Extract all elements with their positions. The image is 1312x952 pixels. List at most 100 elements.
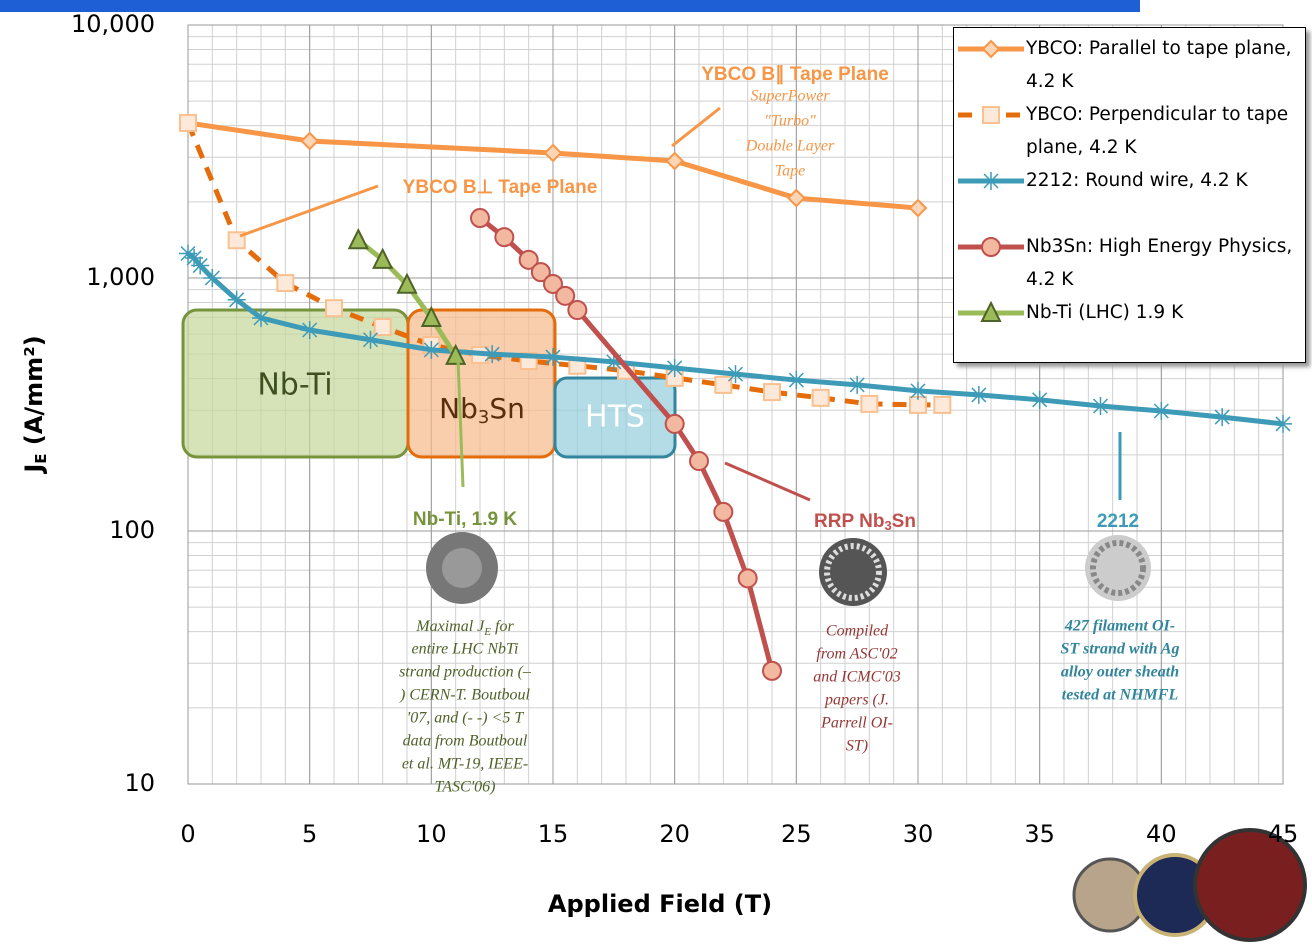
marker [483,345,502,364]
y-tick-label: 10 [124,769,155,797]
annotation-line: Maximal J [415,618,485,635]
marker [665,358,684,377]
marker [544,348,562,367]
legend-label: YBCO: Parallel to tape plane, 4.2 K [1026,38,1292,92]
x-tick-label: 25 [781,820,812,848]
legend-label: Nb-Ti (LHC) 1.9 K [1026,302,1184,323]
region-label-sub: 3 [478,407,489,428]
marker [909,381,927,400]
legend-label: YBCO: Perpendicular to tape plane, 4.2 K [1026,104,1289,158]
marker [981,237,1001,257]
annotation-sub: E [483,626,491,638]
marker [980,300,1002,322]
legend-entry: YBCO: Parallel to tape plane, 4.2 K [954,32,1301,98]
marker [726,365,745,384]
marker [530,262,551,283]
annotation: YBCO B⊥ Tape Plane [403,177,598,198]
marker [787,371,806,390]
notes: Maximal JE for entire LHC NbTi strand prod… [399,618,1179,796]
marker [969,385,988,404]
marker [1030,390,1049,409]
marker [713,501,734,522]
annotation: RRP Nb3Sn [814,511,916,533]
cable-icon [1090,540,1146,596]
x-axis-label: Applied Field (T) [548,890,772,918]
marker [981,39,1001,59]
annotation-line: et al. MT-19, IEEE- [402,756,528,773]
region-label: Sn [489,392,525,425]
arrows [239,106,1122,502]
marker [1274,414,1292,433]
annotation-line: Compiled [826,623,889,640]
marker [347,228,369,250]
y-axis-label: J [20,464,48,475]
annotation-line: ST) [846,738,868,755]
marker [179,244,197,263]
marker [762,660,782,681]
marker [604,352,623,371]
series-line [185,122,943,408]
x-tick-label: 5 [302,820,317,848]
marker [811,388,830,407]
legend-entry: 2212: Round wire, 4.2 K [954,164,1301,197]
marker [786,188,806,208]
marker [982,106,1000,124]
arrow [671,106,721,148]
marker [518,249,539,270]
marker [714,375,733,394]
x-tick-label: 10 [416,820,447,848]
marker [1152,402,1171,421]
annotation-line: Double Layer [745,138,835,155]
annotation-line: papers (J. [824,692,889,709]
marker [276,274,295,293]
logo [1193,828,1307,942]
marker [227,290,246,309]
legend-label: Nb3Sn: High Energy Physics, 4.2 K [1026,236,1293,290]
annotation-line: data from Boutboul [403,733,528,750]
marker [300,131,320,151]
marker [664,413,685,434]
marker [191,256,210,275]
annotation: 2212 [1097,511,1139,532]
marker [860,394,879,413]
legend-swatch [958,106,1024,124]
y-axis-label: JE (A/mm²) [20,335,50,474]
marker [203,269,222,287]
marker [361,330,380,349]
annotation-line: for [491,618,514,635]
x-tick-label: 35 [1024,820,1055,848]
arrow [724,461,811,502]
x-tick-label: 40 [1146,820,1177,848]
legend-swatch [958,39,1024,59]
annotation-line: "Turbo" [764,113,816,130]
legend-entry: Nb3Sn: High Energy Physics, 4.2 K [954,230,1301,296]
marker [422,340,441,359]
x-tick-label: 20 [659,820,690,848]
annotation: Sn [892,511,916,532]
annotation: YBCO B∥ Tape Plane [701,64,889,85]
arrow [456,359,465,488]
legend-entry: Nb-Ti (LHC) 1.9 K [954,296,1301,329]
marker [1091,396,1110,415]
marker [908,198,928,218]
annotation-line: Parrell OI- [820,715,893,732]
annotation-line: 427 filament OI- [1064,618,1175,635]
annotation-line: Tape [775,163,806,180]
annotation-line: entire LHC NbTi [412,641,519,658]
marker [982,172,1000,190]
annotation-sub: 3 [884,518,891,533]
arrow [239,184,379,238]
marker [494,227,515,248]
marker [933,395,952,414]
annotation-line: ST strand with Ag [1060,641,1179,658]
annotation: Nb-Ti, 1.9 K [413,509,517,530]
marker [420,305,442,327]
marker [445,343,467,365]
marker [543,273,563,294]
annotation-line: strand production (– [399,664,532,681]
y-axis-label-sub: E [32,453,50,463]
y-tick-label: 1,000 [86,263,155,291]
annotation-line: Maximal JE for [415,618,514,638]
series-group [178,113,1292,681]
